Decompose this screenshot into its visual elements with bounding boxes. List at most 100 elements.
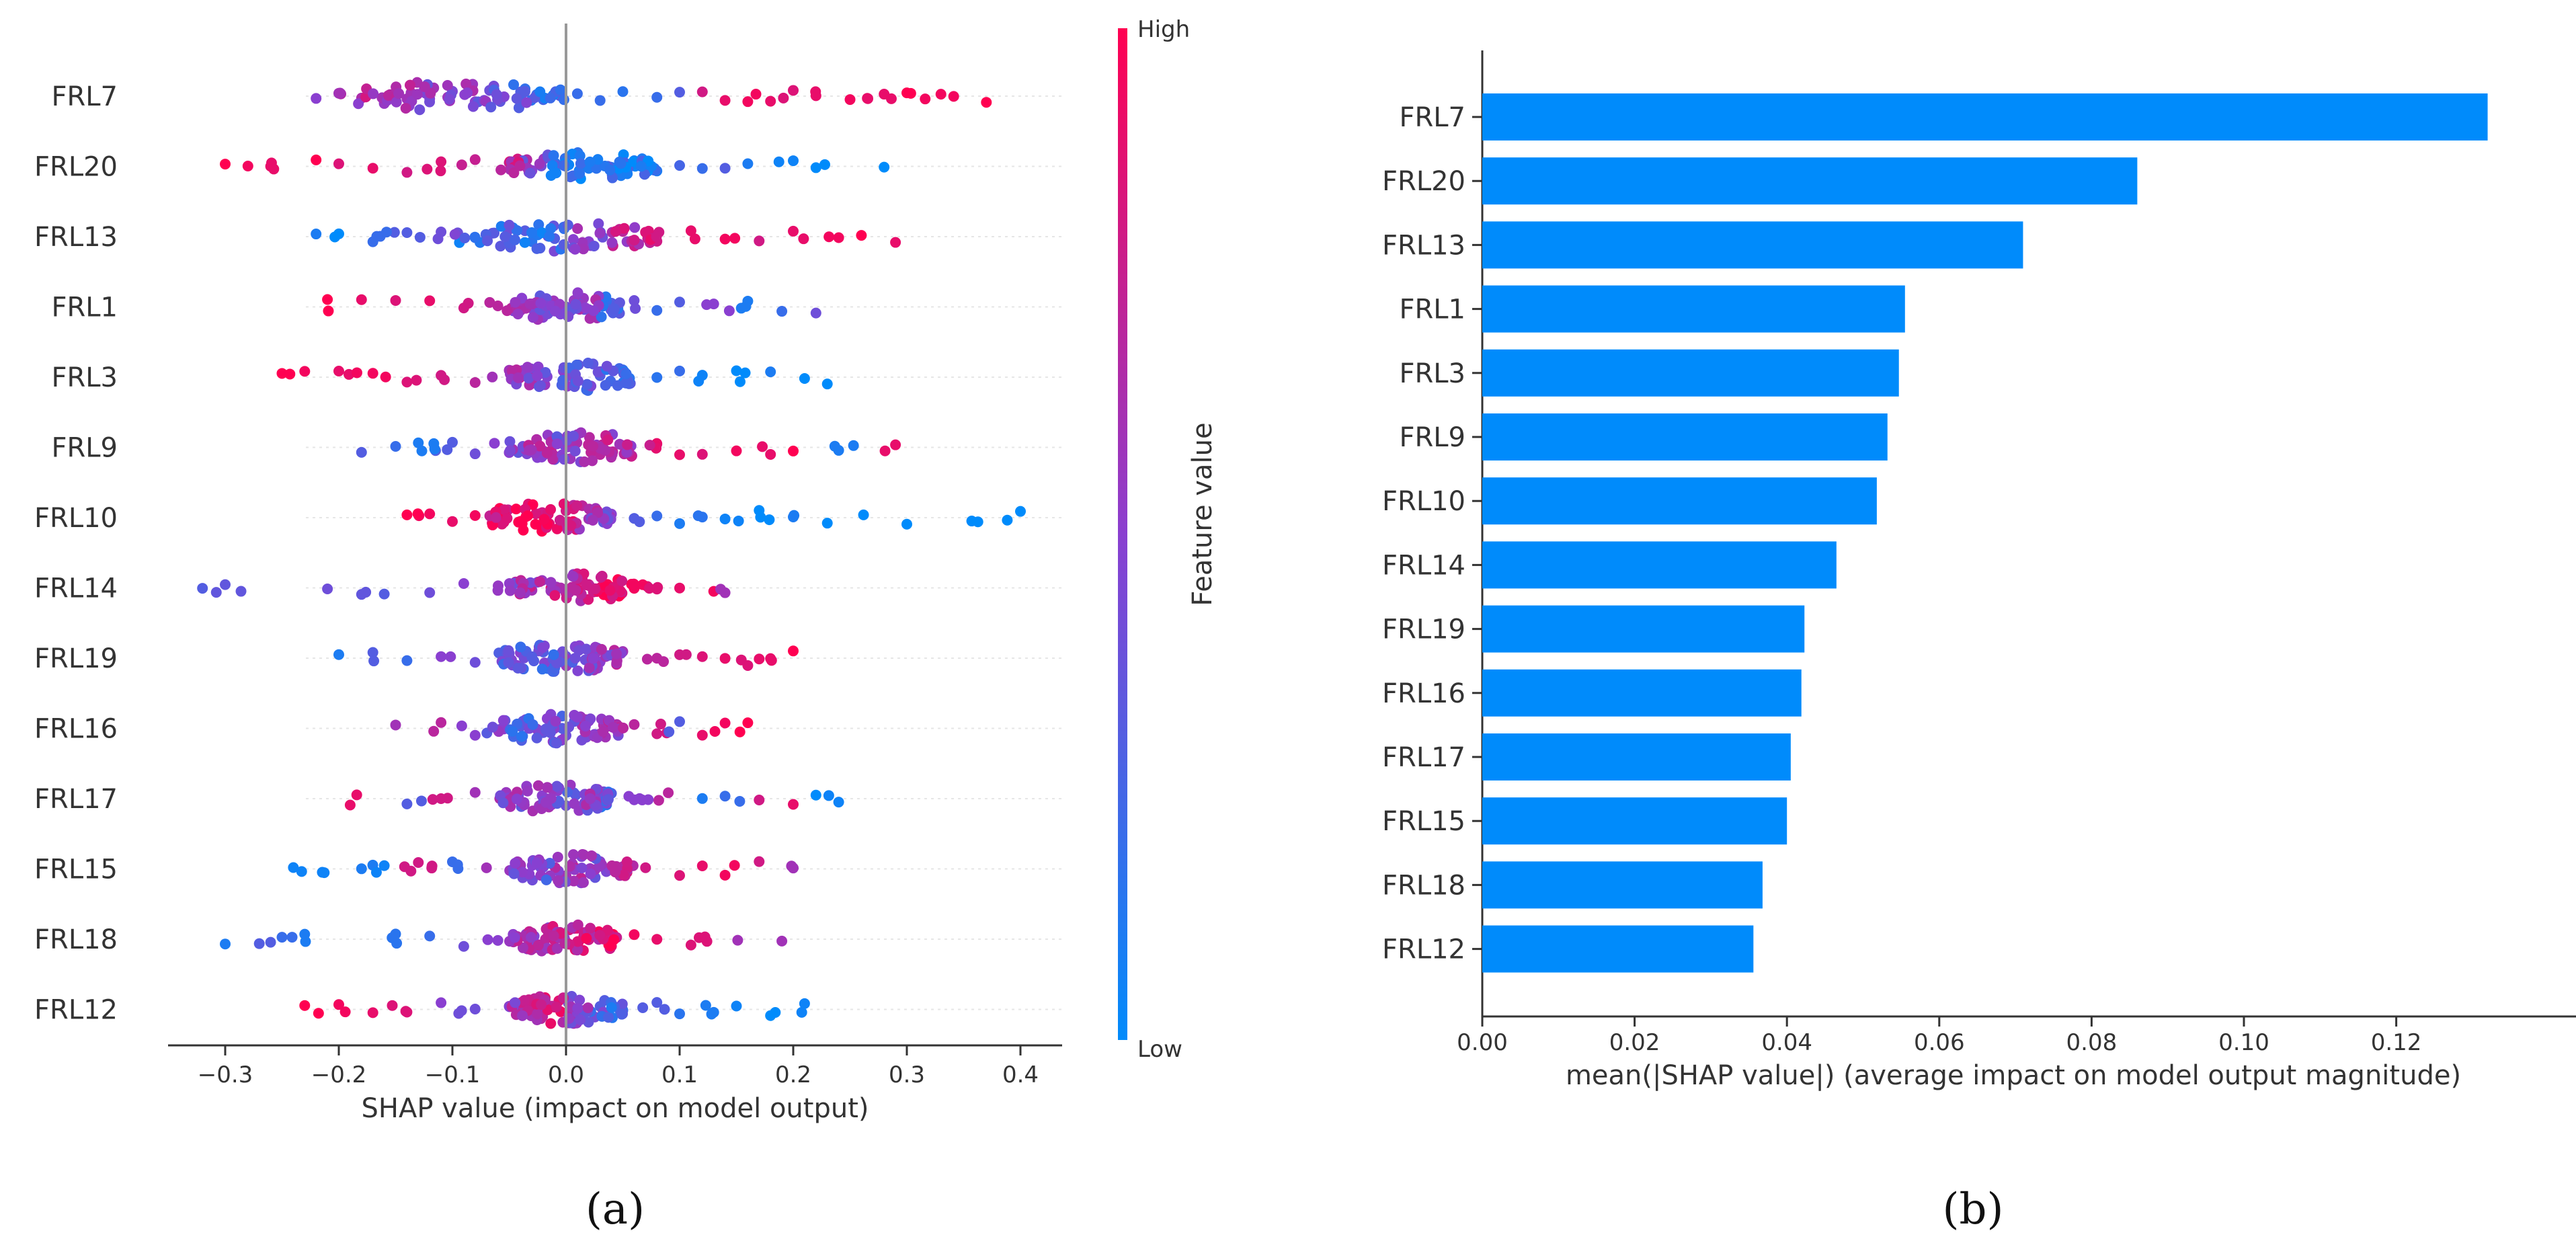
shap-point [901, 518, 912, 530]
shap-point [628, 578, 639, 590]
shap-point [833, 797, 844, 808]
shap-point [555, 84, 566, 95]
category-label: FRL14 [1382, 550, 1465, 581]
shap-point [484, 296, 495, 308]
shap-point [567, 849, 579, 860]
shap-point [415, 795, 427, 807]
shap-point [823, 231, 835, 243]
shap-point [499, 231, 511, 243]
shap-point [544, 858, 555, 869]
shap-point [754, 795, 765, 806]
x-tick-label: 0.2 [775, 1062, 811, 1088]
feature-label: FRL18 [34, 924, 118, 955]
shap-point [265, 936, 276, 948]
shap-point [400, 102, 411, 114]
shap-point [436, 651, 447, 662]
shap-point [512, 662, 524, 674]
shap-point [689, 233, 700, 245]
shap-point [511, 793, 522, 805]
shap-point [729, 233, 741, 244]
shap-point [427, 794, 438, 805]
shap-point [400, 1006, 411, 1017]
shap-point [552, 852, 563, 863]
shap-point [242, 161, 253, 172]
shap-point [391, 96, 402, 108]
shap-point [532, 370, 543, 381]
shap-point [862, 93, 874, 104]
shap-point [432, 233, 444, 245]
shap-point [588, 653, 599, 664]
shap-point [428, 725, 440, 737]
shap-point [526, 227, 538, 238]
shap-point [549, 590, 561, 601]
shap-point [778, 92, 789, 104]
shap-point [356, 863, 367, 875]
shap-point [519, 237, 530, 248]
shap-point [514, 160, 526, 171]
x-tick-label: 0.4 [1002, 1062, 1039, 1088]
shap-point [788, 225, 799, 237]
shap-point [890, 237, 901, 248]
shap-point [581, 932, 592, 944]
shap-point [527, 312, 538, 323]
shap-point [517, 1010, 528, 1021]
shap-point [286, 932, 298, 943]
shap-point [600, 380, 611, 391]
shap-point [482, 934, 493, 945]
shap-point [618, 869, 629, 881]
shap-point [719, 233, 731, 245]
bar [1482, 285, 1905, 333]
shap-point [311, 229, 322, 240]
shap-point [571, 500, 583, 512]
shap-point [634, 516, 645, 528]
shap-point [966, 516, 977, 527]
category-labels: FRL7 FRL20 FRL13 FRL1 FRL3 FRL9 FRL10 FRL14 FRL1… [1382, 102, 1482, 965]
shap-point [536, 664, 548, 675]
shap-point [788, 799, 799, 810]
shap-point [583, 1016, 594, 1028]
shap-point [739, 367, 751, 378]
bar [1482, 93, 2488, 141]
shap-point [530, 508, 542, 520]
shap-point [639, 169, 650, 180]
shap-point [545, 223, 557, 234]
shap-point [833, 232, 844, 243]
shap-point [630, 303, 641, 314]
shap-point [482, 235, 493, 247]
shap-point [322, 294, 333, 305]
shap-point [503, 657, 514, 668]
shap-point [788, 155, 799, 167]
shap-point [788, 645, 799, 657]
shap-point [508, 79, 520, 90]
shap-point [284, 368, 296, 380]
shap-point [551, 438, 563, 450]
shap-point [588, 240, 600, 251]
shap-point [731, 1000, 742, 1012]
shap-point [635, 161, 647, 172]
shap-point [696, 729, 708, 741]
shap-point [469, 376, 481, 388]
shap-point [629, 929, 640, 940]
shap-point [844, 94, 856, 106]
shap-point [508, 167, 520, 179]
shap-point [416, 445, 428, 456]
shap-point [663, 787, 674, 799]
shap-point [452, 859, 463, 871]
shap-point [492, 934, 504, 946]
shap-point [595, 571, 606, 583]
shap-point [674, 365, 685, 376]
shap-point [572, 375, 583, 387]
shap-point [419, 81, 430, 93]
shap-point [497, 715, 509, 726]
shap-point [445, 651, 456, 662]
shap-point [511, 93, 522, 104]
shap-point [528, 655, 540, 667]
shap-point [517, 867, 528, 878]
shap-point [414, 231, 426, 243]
shap-point [700, 1000, 711, 1011]
shap-point [663, 726, 675, 737]
beeswarm-points [197, 77, 1026, 1029]
shap-point [612, 380, 623, 391]
shap-point [489, 227, 500, 239]
shap-point [615, 158, 627, 169]
